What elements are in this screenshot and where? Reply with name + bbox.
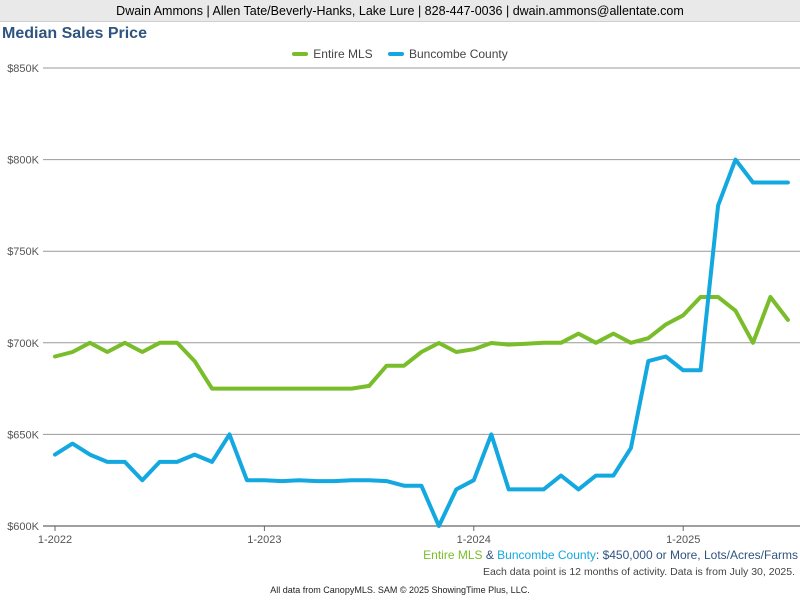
y-tick-label: $700K <box>7 338 39 350</box>
x-tick-label: 1-2024 <box>457 534 491 545</box>
chart-legend: Entire MLS Buncombe County <box>0 45 800 61</box>
legend-swatch-buncombe-county <box>387 52 404 56</box>
x-tick-label: 1-2023 <box>247 534 281 545</box>
footer-attribution: All data from CanopyMLS. SAM © 2025 Show… <box>270 585 530 595</box>
series-line-entire-mls <box>53 295 790 391</box>
agent-contact-header: Dwain Ammons | Allen Tate/Beverly-Hanks,… <box>0 0 800 22</box>
y-tick-label: $850K <box>7 63 39 75</box>
y-tick-label: $750K <box>7 246 39 258</box>
y-tick-label: $650K <box>7 429 39 441</box>
legend-item-entire-mls[interactable]: Entire MLS <box>292 47 373 61</box>
series-line-buncombe-county <box>53 157 790 528</box>
legend-label-buncombe-county: Buncombe County <box>408 47 508 61</box>
x-tick-label: 1-2022 <box>38 534 72 545</box>
median-sales-price-chart: $600K $650K $700K $750K $800K $850K 1-2022 1-20… <box>7 63 800 545</box>
caption-entire-mls: Entire MLS <box>423 548 483 562</box>
chart-caption: Entire MLS & Buncombe County: $450,000 o… <box>423 548 798 562</box>
legend-swatch-entire-mls <box>292 52 309 56</box>
caption-filter: : $450,000 or More, Lots/Acres/Farms <box>595 548 798 562</box>
chart-subcaption: Each data point is 12 months of activity… <box>482 566 795 578</box>
legend-item-buncombe-county[interactable]: Buncombe County <box>387 47 508 61</box>
chart-title: Median Sales Price <box>2 25 147 42</box>
caption-buncombe-county: Buncombe County <box>497 548 596 562</box>
caption-ampersand: & <box>482 548 498 562</box>
x-tick-label: 1-2025 <box>666 534 700 545</box>
y-tick-label: $600K <box>7 521 39 533</box>
legend-label-entire-mls: Entire MLS <box>313 47 373 61</box>
y-tick-label: $800K <box>7 155 39 167</box>
